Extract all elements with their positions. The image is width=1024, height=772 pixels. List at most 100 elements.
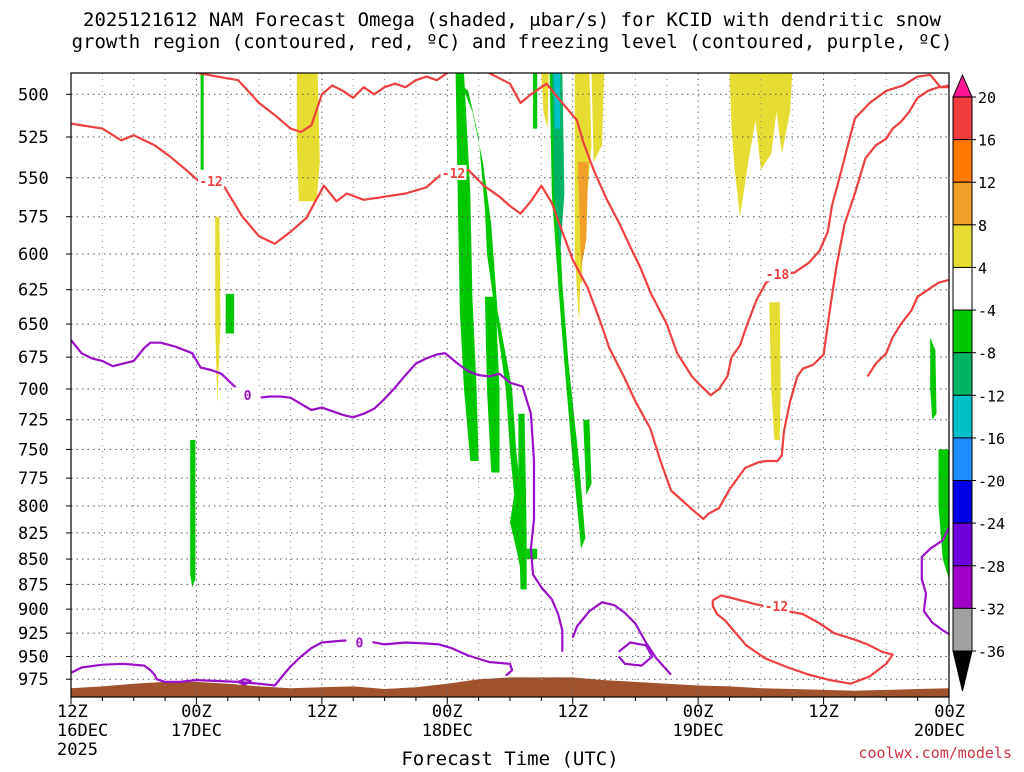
colorbar-label-4: 4 <box>978 259 987 277</box>
dgz-contour-label-3: -12 <box>765 600 788 615</box>
omega-shade-region-16 <box>215 216 221 404</box>
omega-shade-region-19 <box>591 73 605 162</box>
y-tick-label-775: 775 <box>18 469 49 489</box>
omega-shade-region-5 <box>484 296 500 473</box>
y-tick-label-525: 525 <box>18 128 49 148</box>
x-tick-label-12-line1: 00Z <box>181 702 212 722</box>
y-tick-label-875: 875 <box>18 575 49 595</box>
dgz-contour-4 <box>866 278 949 377</box>
dgz-contour-1 <box>198 73 448 134</box>
grid-layer <box>71 73 949 697</box>
omega-shade-region-10 <box>583 419 592 495</box>
colorbar-label-8: -16 <box>978 430 1005 448</box>
omega-shade-region-22 <box>769 302 781 440</box>
colorbar-segment-1 <box>952 139 973 183</box>
x-axis-title: Forecast Time (UTC) <box>401 748 618 768</box>
colorbar-segment-12 <box>952 607 973 652</box>
colorbar-label-13: -36 <box>978 643 1005 661</box>
y-tick-label-500: 500 <box>18 85 49 105</box>
contour-label-layer: -12 -12 -18 -12 0 0 <box>198 164 791 652</box>
y-tick-label-550: 550 <box>18 169 49 189</box>
colorbar-label-0: 20 <box>978 89 996 107</box>
x-tick-label-0-line2: 16DEC <box>57 721 108 741</box>
colorbar-segment-10 <box>952 522 973 567</box>
omega-shade-region-9 <box>533 73 538 129</box>
freezing-contour-1 <box>71 639 514 687</box>
omega-shade-region-2 <box>190 440 196 588</box>
dgz-contour-0 <box>71 86 949 521</box>
y-axis: 500 525 550 575 600 625 650 675 700 725 750 775 800 8… <box>18 85 71 690</box>
chart-title-line1: 2025121612 NAM Forecast Omega (shaded, μ… <box>83 9 941 31</box>
x-tick-label-72-line1: 12Z <box>808 702 839 722</box>
y-tick-label-750: 750 <box>18 440 49 460</box>
colorbar: 20 16 12 8 4 -4 -8 -12 -16 -20 -24 -28 -32 -36 <box>952 73 1005 692</box>
y-tick-label-975: 975 <box>18 670 49 690</box>
dgz-label-bg-1 <box>440 164 467 180</box>
dgz-contour-label-0: -12 <box>199 175 222 190</box>
freezing-contour-4 <box>920 527 949 636</box>
colorbar-segment-8 <box>952 437 973 482</box>
freezing-contour-label-1: 0 <box>356 637 364 652</box>
terrain-fill <box>71 677 949 697</box>
omega-shade-region-11 <box>930 337 937 420</box>
colorbar-label-9: -20 <box>978 473 1005 491</box>
colorbar-label-5: -4 <box>978 302 996 320</box>
credit-text: coolwx.com/models <box>858 744 1012 762</box>
colorbar-segment-0 <box>952 96 973 141</box>
x-tick-label-60-line1: 00Z <box>683 702 714 722</box>
freezing-label-bg-0 <box>234 387 261 403</box>
omega-shade-region-0 <box>200 73 204 170</box>
x-tick-label-0-line1: 12Z <box>57 702 88 722</box>
colorbar-label-7: -12 <box>978 387 1005 405</box>
freezing-label-bg-1 <box>346 634 373 650</box>
dgz-contour-label-1: -12 <box>442 167 465 182</box>
x-tick-label-36-line2: 18DEC <box>422 721 473 741</box>
x-tick-label-48-line1: 12Z <box>557 702 588 722</box>
x-tick-label-36-line1: 00Z <box>432 702 463 722</box>
colorbar-label-3: 8 <box>978 217 987 235</box>
x-tick-label-84-line2: 20DEC <box>914 721 965 741</box>
colorbar-label-2: 12 <box>978 174 996 192</box>
colorbar-segment-2 <box>952 181 973 226</box>
colorbar-segment-3 <box>952 224 973 268</box>
colorbar-label-10: -24 <box>978 515 1005 533</box>
colorbar-segment-6 <box>952 352 973 396</box>
colorbar-top-arrow <box>952 73 973 98</box>
y-tick-label-850: 850 <box>18 550 49 570</box>
freezing-contour-2 <box>571 601 672 676</box>
colorbar-segment-4 <box>952 266 973 311</box>
omega-shade-region-6 <box>518 413 527 590</box>
colorbar-label-12: -32 <box>978 600 1005 618</box>
omega-shade-region-12 <box>938 449 949 580</box>
y-tick-label-650: 650 <box>18 315 49 335</box>
y-tick-label-600: 600 <box>18 245 49 265</box>
colorbar-segment-7 <box>952 394 973 439</box>
y-tick-label-925: 925 <box>18 624 49 644</box>
freezing-contour-5 <box>237 678 252 686</box>
y-tick-label-900: 900 <box>18 600 49 620</box>
chart-title-line2: growth region (contoured, red, ºC) and f… <box>72 31 953 53</box>
y-tick-label-825: 825 <box>18 524 49 544</box>
x-tick-label-12-line2: 17DEC <box>171 721 222 741</box>
y-tick-label-800: 800 <box>18 497 49 517</box>
x-tick-label-24-line1: 12Z <box>306 702 337 722</box>
dgz-contour-2 <box>488 73 949 397</box>
freezing-contour-3 <box>617 641 654 667</box>
colorbar-label-1: 16 <box>978 132 996 150</box>
y-tick-label-950: 950 <box>18 647 49 667</box>
dgz-label-bg-3 <box>763 598 790 614</box>
colorbar-label-6: -8 <box>978 345 996 363</box>
omega-shade-region-21 <box>729 73 793 217</box>
colorbar-label-11: -28 <box>978 558 1005 576</box>
y-tick-label-575: 575 <box>18 208 49 228</box>
y-tick-label-675: 675 <box>18 348 49 368</box>
dgz-label-bg-2 <box>764 266 791 282</box>
colorbar-segment-5 <box>952 309 973 354</box>
y-tick-label-700: 700 <box>18 380 49 400</box>
omega-shade-region-14 <box>553 73 561 129</box>
x-tick-label-0-line3: 2025 <box>57 740 98 760</box>
dgz-label-bg-0 <box>198 172 225 188</box>
